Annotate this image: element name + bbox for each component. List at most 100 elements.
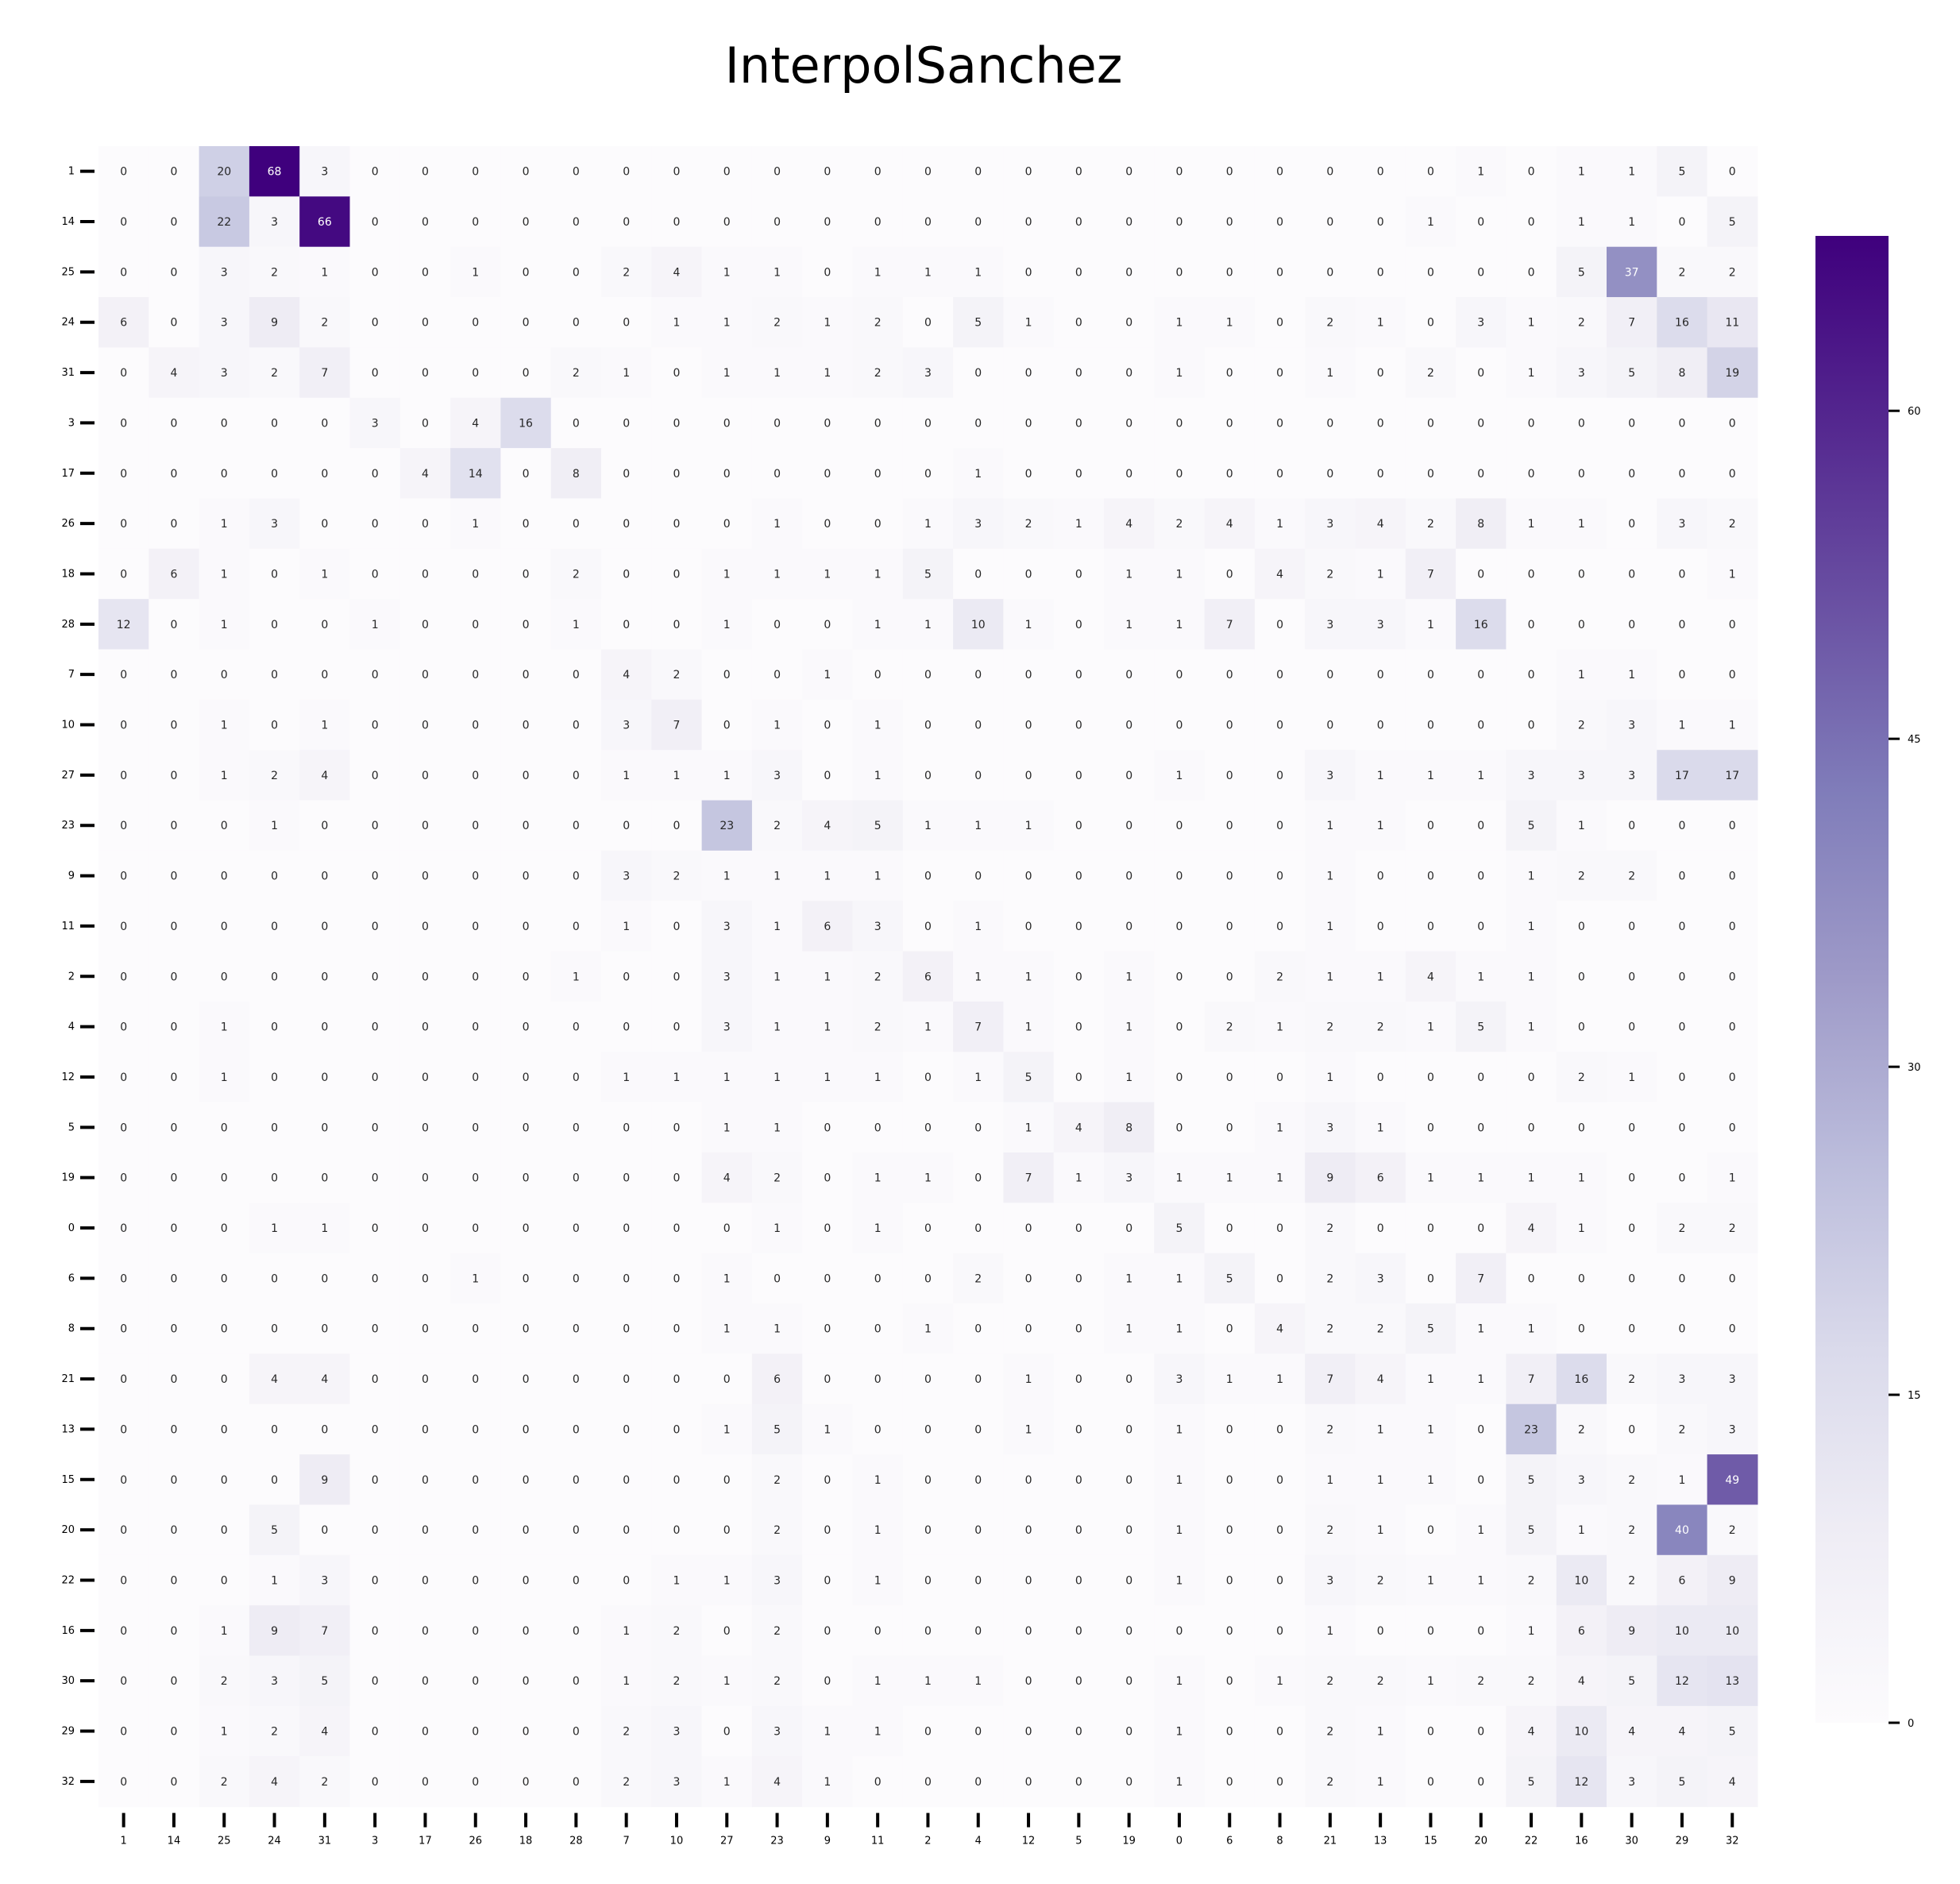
heatmap-cell <box>1707 246 1758 298</box>
heatmap-cell <box>399 599 451 651</box>
cell-value-label: 0 <box>1175 871 1183 883</box>
cell-value-label: 5 <box>271 1524 278 1537</box>
cell-value-label: 0 <box>1528 468 1535 481</box>
heatmap-cell <box>701 1152 753 1203</box>
heatmap-cell <box>1607 1203 1657 1254</box>
heatmap-cell <box>1204 297 1256 348</box>
cell-value-label: 4 <box>774 1776 781 1789</box>
heatmap-cell <box>1204 1504 1256 1556</box>
cell-value-label: 0 <box>673 971 680 983</box>
heatmap-cell <box>1003 1203 1055 1254</box>
heatmap-cell <box>500 1705 552 1757</box>
heatmap-cell <box>953 1403 1004 1455</box>
heatmap-cell <box>601 1605 652 1657</box>
heatmap-cell <box>299 800 351 851</box>
heatmap-cell <box>601 1504 652 1556</box>
heatmap-cell <box>98 1554 149 1606</box>
heatmap-cell <box>199 347 250 399</box>
cell-value-label: 0 <box>1226 216 1233 229</box>
heatmap-cell <box>1405 146 1456 197</box>
cell-value-label: 1 <box>221 619 228 631</box>
cell-value-label: 0 <box>1226 669 1233 681</box>
cell-value-label: 1 <box>1729 1172 1736 1185</box>
heatmap-cell <box>1707 1504 1758 1556</box>
heatmap-cell <box>1456 1203 1507 1254</box>
cell-value-label: 2 <box>623 1726 630 1739</box>
cell-value-label: 0 <box>170 1474 177 1487</box>
cell-value-label: 0 <box>1226 1726 1233 1739</box>
heatmap-cell <box>1607 1504 1657 1556</box>
heatmap-cell <box>1607 196 1657 248</box>
cell-value-label: 0 <box>472 669 479 681</box>
cell-value-label: 0 <box>673 568 680 581</box>
cell-value-label: 0 <box>472 770 479 782</box>
heatmap-cell <box>249 548 300 600</box>
heatmap-cell <box>1707 498 1758 550</box>
heatmap-cell <box>802 548 854 600</box>
heatmap-cell <box>1607 1605 1657 1657</box>
cell-value-label: 0 <box>372 971 379 983</box>
cell-value-label: 1 <box>1628 1071 1635 1084</box>
heatmap-cell <box>1707 1756 1758 1808</box>
heatmap-cell <box>751 750 803 801</box>
cell-value-label: 0 <box>1075 1323 1082 1336</box>
heatmap-cell <box>1456 649 1507 701</box>
heatmap-cell <box>1607 1303 1657 1354</box>
heatmap-cell <box>500 599 552 651</box>
heatmap-cell <box>1607 347 1657 399</box>
heatmap-cell <box>1003 297 1055 348</box>
heatmap-cell <box>852 1705 904 1757</box>
heatmap-cell <box>299 850 351 901</box>
cell-value-label: 0 <box>1025 1323 1032 1336</box>
cell-value-label: 0 <box>523 1272 530 1285</box>
cell-value-label: 1 <box>1276 1373 1283 1386</box>
heatmap-cell <box>1405 750 1456 801</box>
heatmap-cell <box>902 1403 954 1455</box>
cell-value-label: 0 <box>1125 317 1132 330</box>
heatmap-cell <box>701 1253 753 1304</box>
heatmap-cell <box>1355 1001 1406 1052</box>
cell-value-label: 0 <box>1226 1675 1233 1688</box>
heatmap-cell <box>399 1655 451 1707</box>
heatmap-cell <box>249 1052 300 1103</box>
cell-value-label: 1 <box>1377 770 1384 782</box>
cell-value-label: 4 <box>321 1373 328 1386</box>
cell-value-label: 0 <box>1226 1474 1233 1487</box>
cell-value-label: 0 <box>1125 1726 1132 1739</box>
heatmap-cell <box>249 1001 300 1052</box>
heatmap-cell <box>1405 448 1456 500</box>
heatmap-cell <box>1104 1152 1155 1203</box>
heatmap-cell <box>1607 1152 1657 1203</box>
cell-value-label: 5 <box>1528 1776 1535 1789</box>
heatmap-cell <box>299 649 351 701</box>
heatmap-cell <box>701 1504 753 1556</box>
cell-value-label: 19 <box>1725 367 1739 380</box>
heatmap-cell <box>349 1403 401 1455</box>
heatmap-cell <box>98 1655 149 1707</box>
heatmap-cell <box>1204 397 1256 449</box>
cell-value-label: 1 <box>1528 1172 1535 1185</box>
cell-value-label: 0 <box>422 216 429 229</box>
x-tick-label: 30 <box>1625 1836 1638 1847</box>
heatmap-cell <box>902 699 954 751</box>
cell-value-label: 0 <box>372 317 379 330</box>
heatmap-cell <box>601 1303 652 1354</box>
cell-value-label: 0 <box>1377 417 1384 430</box>
cell-value-label: 0 <box>1578 619 1585 631</box>
cell-value-label: 5 <box>1025 1071 1032 1084</box>
heatmap-cell <box>1556 1102 1607 1153</box>
heatmap-cell <box>349 1353 401 1405</box>
cell-value-label: 0 <box>623 166 630 179</box>
heatmap-cell <box>1506 1052 1557 1103</box>
heatmap-cell <box>802 1353 854 1405</box>
cell-value-label: 0 <box>1678 216 1685 229</box>
heatmap-cell <box>1254 246 1306 298</box>
heatmap-cell <box>399 548 451 600</box>
cell-value-label: 5 <box>774 1423 781 1436</box>
heatmap-cell <box>1003 548 1055 600</box>
cell-value-label: 0 <box>523 1373 530 1386</box>
heatmap-cell <box>1104 448 1155 500</box>
cell-value-label: 0 <box>874 1423 882 1436</box>
y-tick-label: 2 <box>68 971 75 983</box>
x-tick-label: 13 <box>1374 1836 1387 1847</box>
